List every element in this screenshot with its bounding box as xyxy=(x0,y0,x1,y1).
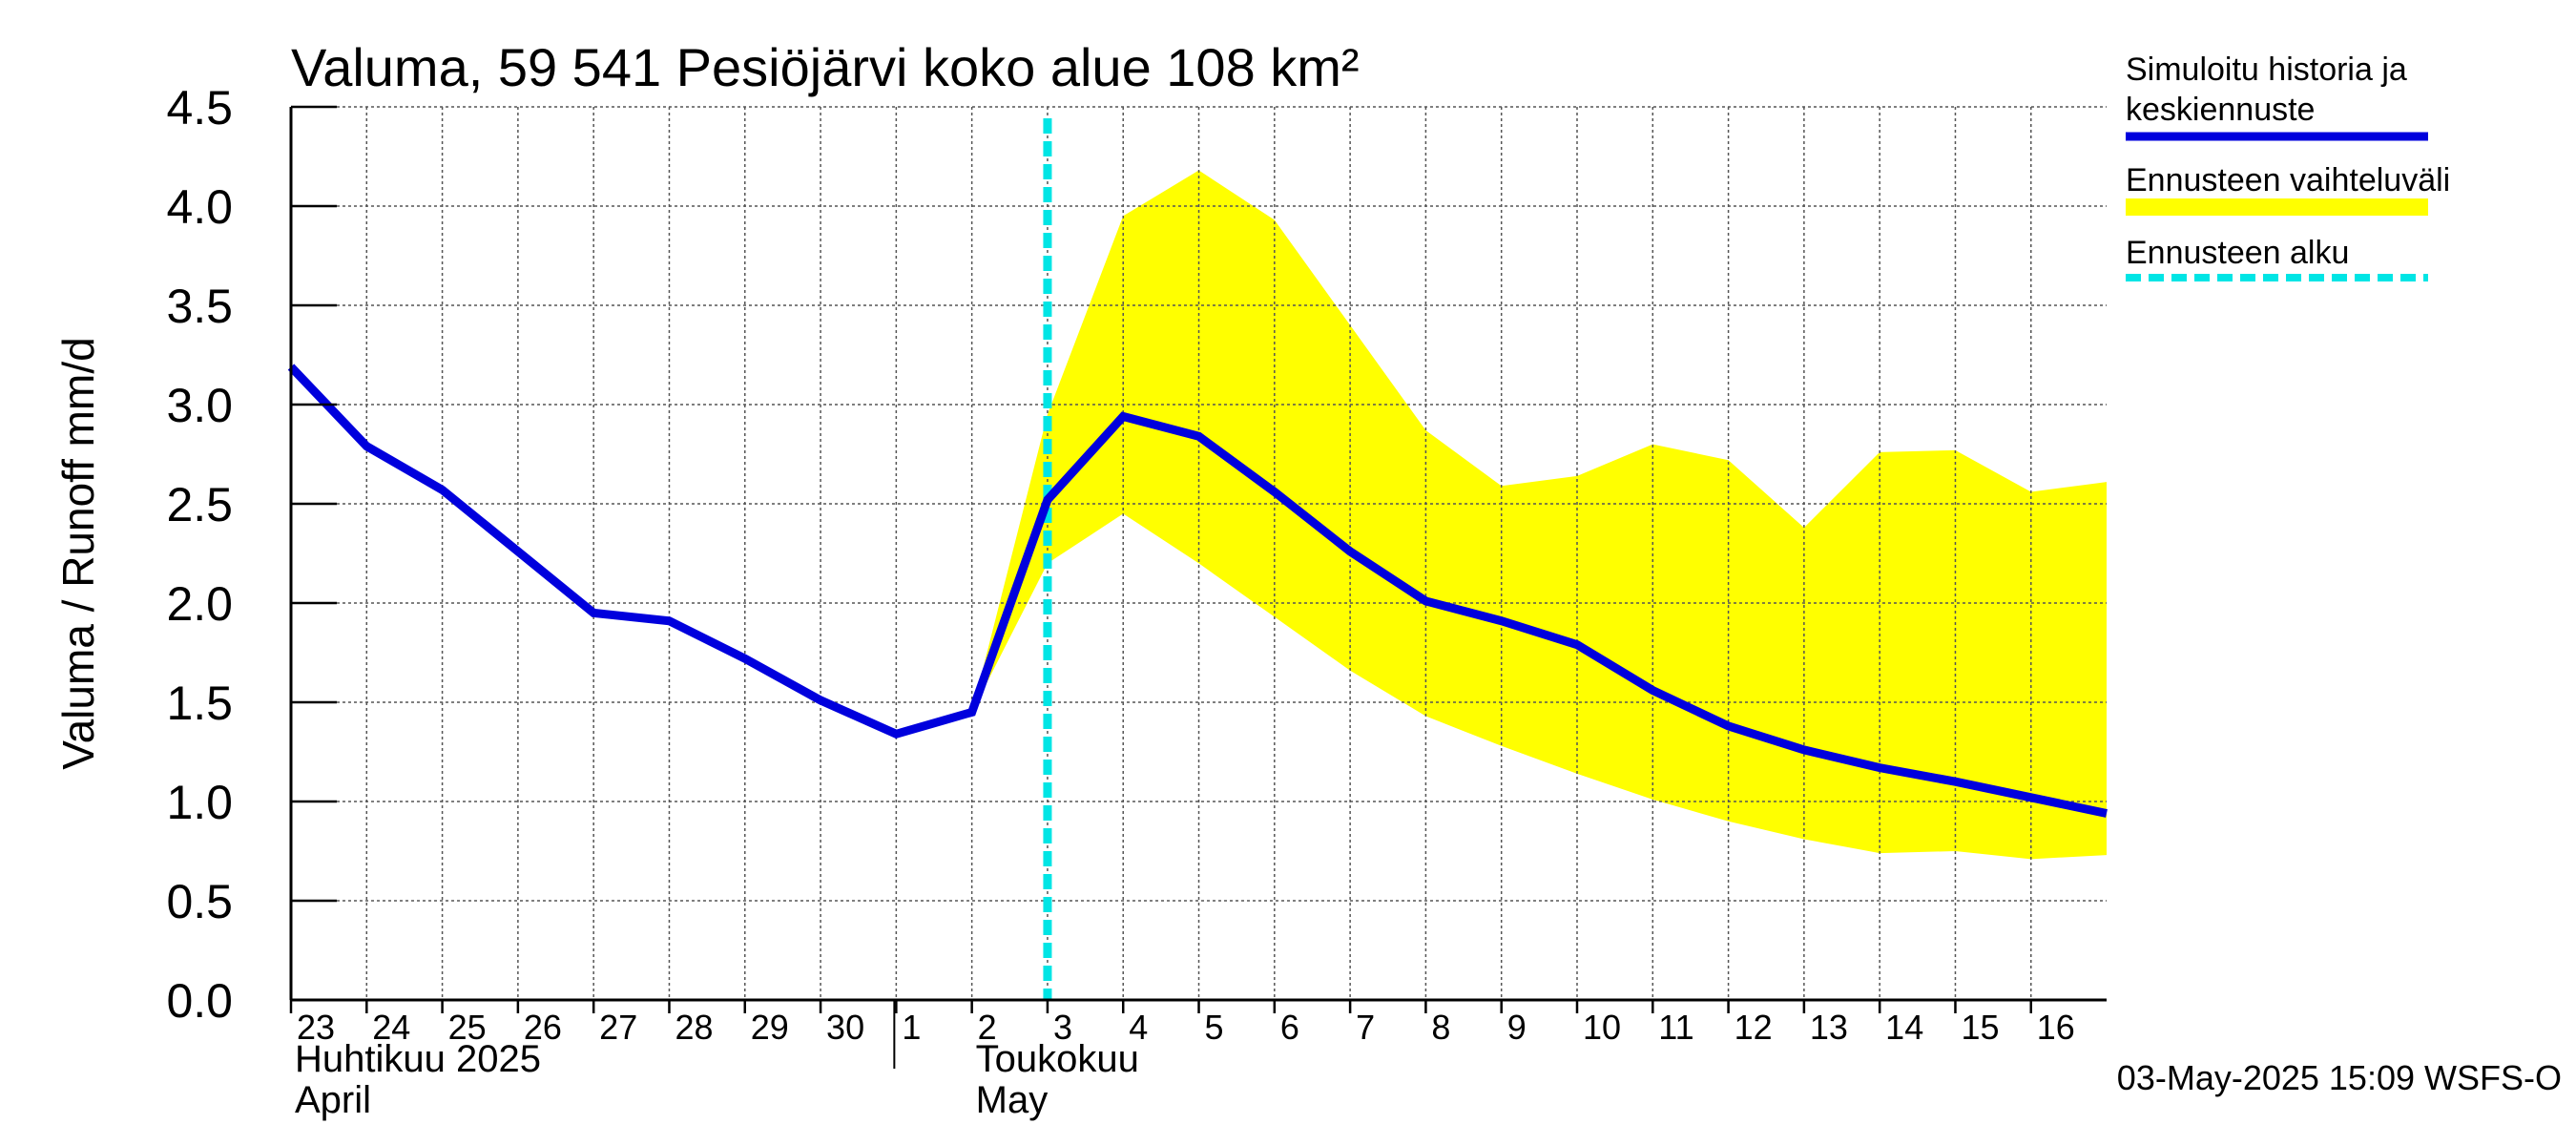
y-tick-label: 0.0 xyxy=(166,974,233,1028)
legend-label: keskiennuste xyxy=(2126,92,2315,128)
x-tick-label: 9 xyxy=(1507,1008,1527,1047)
x-tick-label: 2 xyxy=(978,1008,997,1047)
legend-label: Simuloitu historia ja xyxy=(2126,52,2407,88)
x-tick-label: 6 xyxy=(1280,1008,1299,1047)
month-label-en: April xyxy=(295,1079,371,1121)
x-tick-label: 15 xyxy=(1961,1008,1999,1047)
y-tick-label: 1.5 xyxy=(166,677,233,730)
y-tick-label: 3.5 xyxy=(166,280,233,333)
x-tick-label: 3 xyxy=(1053,1008,1072,1047)
x-tick-label: 28 xyxy=(675,1008,713,1047)
plot-area: 0.00.51.01.52.02.53.03.54.04.523 24 25 26 27… xyxy=(166,81,2108,1121)
series-line-simulated xyxy=(287,364,2108,818)
x-tick-label: 13 xyxy=(1810,1008,1848,1047)
x-tick-label: 11 xyxy=(1658,1008,1693,1047)
x-tick-label: 14 xyxy=(1885,1008,1923,1047)
y-axis-label: Valuma / Runoff mm/d xyxy=(53,337,103,769)
x-tick-label: 24 xyxy=(372,1008,410,1047)
x-tick-label: 8 xyxy=(1431,1008,1450,1047)
x-tick-label: 16 xyxy=(2037,1008,2075,1047)
y-tick-label: 3.0 xyxy=(166,379,233,432)
month-label-en: May xyxy=(976,1079,1049,1121)
footer-timestamp: 03-May-2025 15:09 WSFS-O xyxy=(2117,1058,2562,1097)
x-tick-label: 12 xyxy=(1735,1008,1773,1047)
month-label-fi: Huhtikuu 2025 xyxy=(295,1038,541,1080)
x-tick-label: 10 xyxy=(1583,1008,1621,1047)
x-tick-label: 27 xyxy=(599,1008,637,1047)
x-tick-label: 1 xyxy=(902,1008,921,1047)
x-tick-label: 25 xyxy=(448,1008,487,1047)
legend-label: Ennusteen alku xyxy=(2126,235,2349,271)
y-tick-label: 4.0 xyxy=(166,180,233,234)
y-tick-label: 4.5 xyxy=(166,81,233,135)
x-tick-label: 5 xyxy=(1205,1008,1224,1047)
legend-label: Ennusteen vaihteluväli xyxy=(2126,162,2450,198)
x-tick-label: 4 xyxy=(1129,1008,1148,1047)
month-label-fi: Toukokuu xyxy=(976,1038,1139,1080)
chart-title: Valuma, 59 541 Pesiöjärvi koko alue 108 … xyxy=(291,37,1360,97)
x-tick-label: 7 xyxy=(1356,1008,1375,1047)
forecast-range-band xyxy=(971,170,2107,860)
legend: Simuloitu historia ja keskiennuste Ennuste… xyxy=(2126,52,2450,281)
y-tick-label: 2.0 xyxy=(166,577,233,631)
y-tick-label: 1.0 xyxy=(166,776,233,829)
x-tick-label: 26 xyxy=(524,1008,562,1047)
y-tick-label: 0.5 xyxy=(166,875,233,928)
x-tick-label: 29 xyxy=(751,1008,789,1047)
x-tick-label: 23 xyxy=(297,1008,335,1047)
x-tick-label: 30 xyxy=(826,1008,864,1047)
y-tick-label: 2.5 xyxy=(166,478,233,531)
